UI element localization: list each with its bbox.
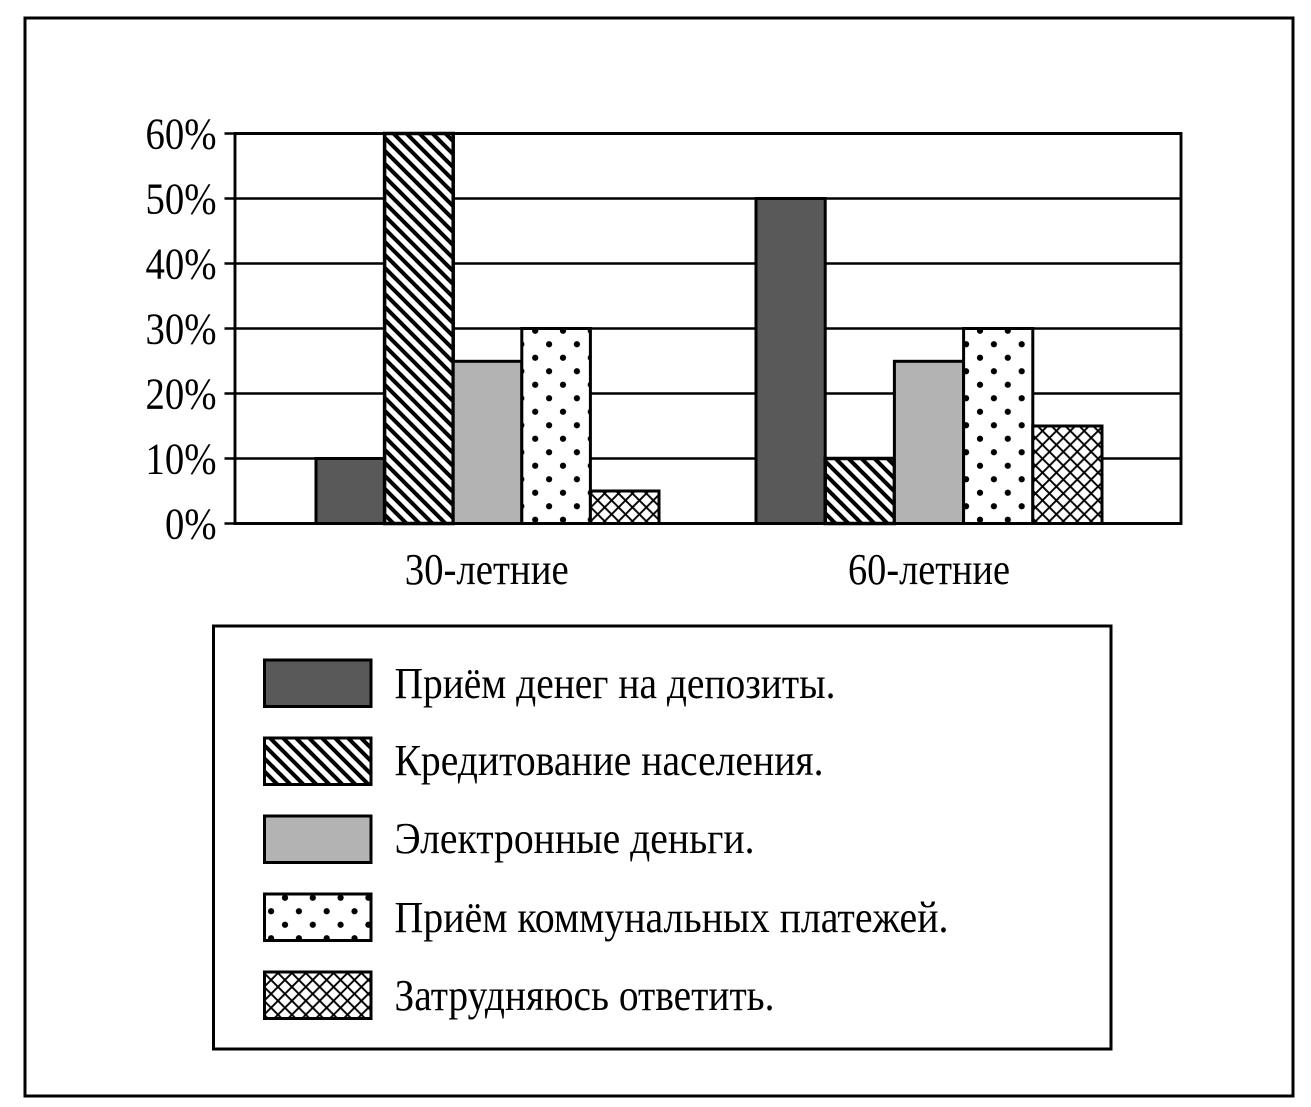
svg-text:Кредитование населения.: Кредитование населения. [395,736,824,785]
svg-text:Затрудняюсь ответить.: Затрудняюсь ответить. [395,971,775,1020]
svg-text:10%: 10% [146,435,217,484]
svg-text:60-летние: 60-летние [848,545,1010,594]
svg-text:50%: 50% [146,175,217,224]
svg-text:60%: 60% [146,110,217,159]
svg-text:30%: 30% [146,305,217,354]
svg-text:Электронные деньги.: Электронные деньги. [395,814,755,863]
svg-text:20%: 20% [146,370,217,419]
svg-text:Приём коммунальных платежей.: Приём коммунальных платежей. [395,893,949,942]
svg-text:30-летние: 30-летние [405,545,569,594]
svg-text:0%: 0% [165,500,217,549]
svg-text:Приём денег на депозиты.: Приём денег на депозиты. [395,659,836,708]
svg-text:40%: 40% [146,240,217,289]
